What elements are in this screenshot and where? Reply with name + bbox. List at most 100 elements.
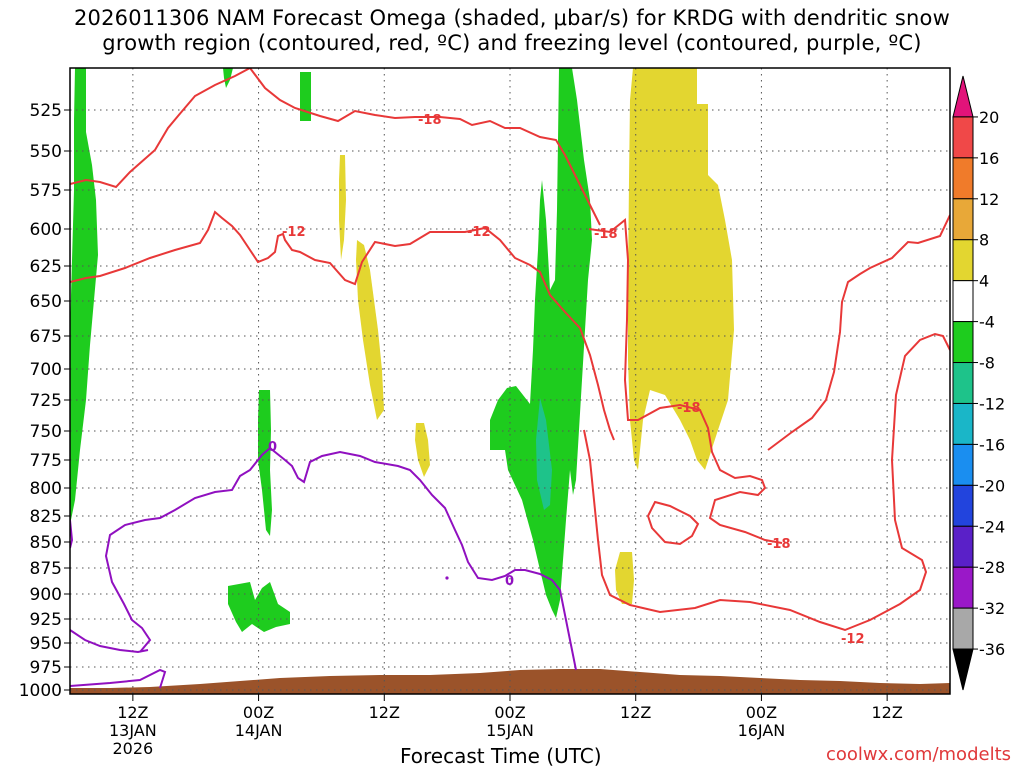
omega-yellow-3 [356, 240, 384, 420]
colorbar-swatch [952, 280, 974, 323]
contour-label: -18 [594, 227, 618, 242]
y-tick-label: 775 [30, 451, 62, 471]
chart-title-line-1: 2026011306 NAM Forecast Omega (shaded, μ… [74, 6, 950, 30]
y-tick-label: 525 [30, 101, 62, 121]
contour-label: -12 [282, 225, 306, 240]
y-tick-label: 950 [30, 634, 62, 654]
contour-purple-main [70, 446, 577, 689]
colorbar-swatch [952, 607, 974, 650]
omega-green-1 [70, 68, 98, 520]
y-tick-label: 725 [30, 391, 62, 411]
x-tick-label: 14JAN [235, 721, 283, 740]
colorbar-swatch [952, 362, 974, 404]
contour-red-top [70, 68, 601, 226]
omega-green-5 [228, 582, 290, 632]
y-axis: 525 550 575 600 625 650 675 700 725 750 775 800 825 8… [19, 101, 70, 701]
colorbar-swatch [952, 116, 974, 159]
chart-title-line-2: growth region (contoured, red, ºC) and f… [102, 31, 922, 55]
contour-label: -18 [418, 113, 442, 128]
x-tick-label: 16JAN [738, 721, 786, 740]
y-tick-label: 875 [30, 559, 62, 579]
colorbar-label: 4 [979, 272, 989, 291]
y-tick-label: 1000 [19, 681, 62, 701]
contour-label: -18 [767, 537, 791, 552]
x-tick-label: 00Z [494, 703, 525, 722]
y-tick-label: 650 [30, 292, 62, 312]
y-tick-label: 700 [30, 360, 62, 380]
y-tick-label: 550 [30, 142, 62, 162]
y-tick-label: 825 [30, 507, 62, 527]
contour-labels: -18 -12 -12 -18 -18 -18 -12 0 0 [268, 113, 865, 647]
omega-green-3 [300, 72, 311, 121]
x-tick-label: 00Z [746, 703, 777, 722]
y-tick-label: 750 [30, 422, 62, 442]
omega-yellow-1 [628, 68, 734, 470]
contour-label: -18 [677, 401, 701, 416]
grid-lines [70, 68, 950, 694]
contour-red-loop [646, 500, 700, 546]
omega-green-4 [258, 390, 272, 536]
colorbar-label: -12 [979, 394, 1005, 413]
colorbar-swatch [952, 239, 974, 282]
y-tick-label: 900 [30, 585, 62, 605]
contour-label: -12 [841, 632, 865, 647]
colorbar-swatch [952, 321, 974, 364]
colorbar-label: -8 [979, 354, 995, 373]
colorbar-label: -20 [979, 476, 1005, 495]
contour-lines [70, 68, 950, 689]
credit-link[interactable]: coolwx.com/modelts [826, 744, 1012, 765]
colorbar-swatch [952, 198, 974, 241]
y-tick-label: 625 [30, 257, 62, 277]
colorbar-swatch [952, 443, 974, 486]
colorbar-bottom-arrow [952, 648, 974, 691]
contour-red-lower [583, 332, 950, 632]
y-tick-label: 675 [30, 327, 62, 347]
y-tick-label: 925 [30, 610, 62, 630]
colorbar-label: -16 [979, 435, 1005, 454]
y-tick-label: 600 [30, 220, 62, 240]
colorbar-label: 20 [979, 108, 999, 127]
x-tick-label: 00Z [243, 703, 274, 722]
x-tick-label: 13JAN [109, 721, 157, 740]
contour-red-right [588, 218, 783, 544]
colorbar-label: -28 [979, 558, 1005, 577]
colorbar-swatch [952, 566, 974, 609]
contour-label: -12 [467, 225, 491, 240]
y-tick-label: 850 [30, 533, 62, 553]
colorbar-label: -24 [979, 517, 1005, 536]
colorbar-swatch [952, 157, 974, 200]
x-tick-label: 12Z [871, 703, 902, 722]
x-tick-label: 12Z [620, 703, 651, 722]
omega-green-6 [490, 68, 592, 618]
omega-yellow-4 [415, 423, 430, 477]
colorbar-label: 12 [979, 190, 999, 209]
colorbar: 20 16 12 8 4 -4 -8 -12 -16 -20 -24 -28 -32 -36 [952, 75, 1005, 691]
contour-red-far [767, 214, 950, 451]
colorbar-swatch [952, 484, 974, 527]
contour-label: 0 [268, 440, 277, 455]
omega-yellow-2 [339, 155, 346, 260]
x-axis-title: Forecast Time (UTC) [400, 744, 602, 768]
x-tick-label: 12Z [117, 703, 148, 722]
contour-purple-dot [445, 576, 449, 580]
x-tick-label: 2026 [112, 739, 153, 758]
colorbar-label: -36 [979, 640, 1005, 659]
contour-red-mid [70, 210, 615, 441]
colorbar-swatch [952, 402, 974, 445]
y-tick-label: 800 [30, 479, 62, 499]
colorbar-label: 8 [979, 231, 989, 250]
colorbar-swatch [952, 525, 974, 568]
contour-label: 0 [505, 574, 514, 589]
colorbar-label: 16 [979, 149, 999, 168]
omega-teal-1 [536, 398, 552, 510]
x-tick-label: 15JAN [486, 721, 534, 740]
chart-title: 2026011306 NAM Forecast Omega (shaded, μ… [0, 6, 1024, 56]
x-tick-label: 12Z [369, 703, 400, 722]
colorbar-label: -4 [979, 313, 995, 332]
colorbar-label: -32 [979, 599, 1005, 618]
y-tick-label: 975 [30, 658, 62, 678]
omega-green-2 [223, 68, 233, 88]
y-tick-label: 575 [30, 181, 62, 201]
